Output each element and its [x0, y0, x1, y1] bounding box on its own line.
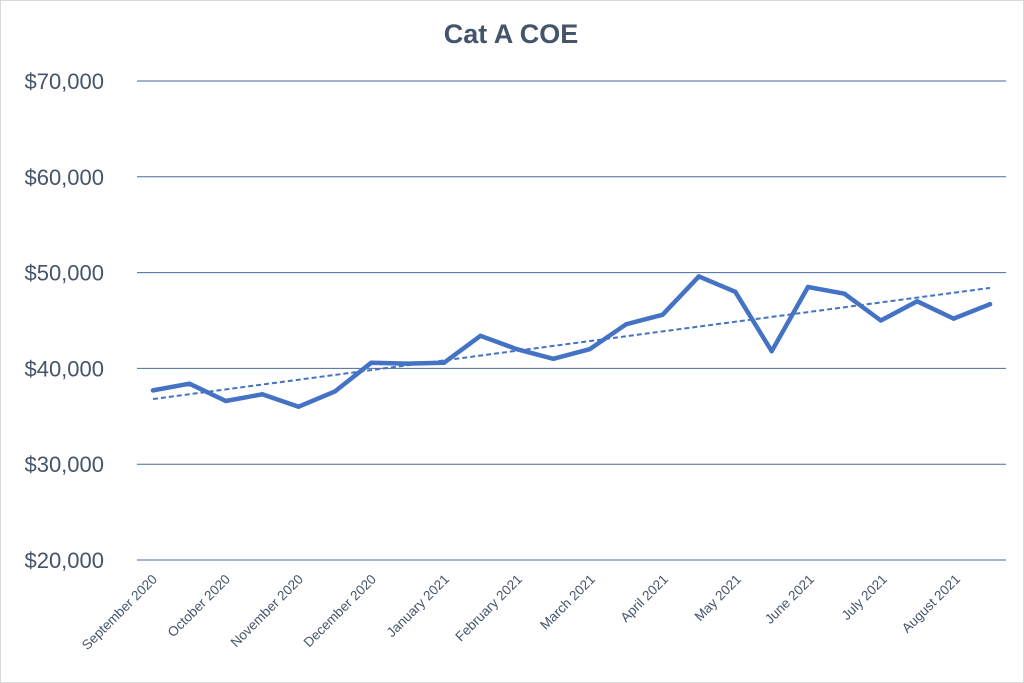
chart-title: Cat A COE	[444, 19, 579, 49]
gridlines	[137, 80, 1006, 561]
data-point	[296, 404, 301, 409]
y-tick-label: $20,000	[24, 548, 104, 573]
x-tick-label: July 2021	[839, 572, 890, 623]
y-tick-label: $40,000	[24, 356, 104, 381]
data-point	[441, 360, 447, 365]
x-tick-label: April 2021	[618, 572, 672, 626]
data-point	[805, 284, 811, 290]
data-point	[259, 392, 265, 397]
series-line	[150, 274, 993, 409]
data-point	[551, 356, 556, 362]
x-tick-label: September 2020	[79, 572, 160, 653]
data-point	[951, 316, 956, 321]
x-tick-label: August 2021	[899, 572, 963, 636]
y-tick-label: $70,000	[24, 69, 104, 94]
x-tick-label: March 2021	[537, 572, 598, 633]
data-point	[514, 347, 520, 352]
data-point	[405, 361, 410, 366]
data-point	[587, 347, 592, 352]
data-point	[878, 318, 884, 323]
data-point	[478, 333, 483, 339]
plot-area	[150, 274, 993, 409]
x-tick-label: October 2020	[165, 572, 233, 640]
data-point	[915, 299, 920, 304]
data-point	[332, 389, 338, 394]
data-point	[150, 388, 156, 393]
data-point	[223, 398, 228, 404]
data-point	[733, 289, 738, 294]
trendline	[152, 286, 991, 401]
data-point	[369, 360, 374, 365]
data-point	[623, 322, 629, 327]
data-point	[187, 381, 192, 386]
x-tick-label: November 2020	[228, 572, 307, 651]
y-tick-label: $50,000	[24, 261, 104, 286]
data-point	[987, 302, 993, 307]
x-tick-label: February 2021	[452, 572, 525, 645]
data-point	[769, 348, 774, 354]
y-tick-label: $60,000	[24, 165, 104, 190]
y-axis-tick-labels: $20,000 $30,000 $40,000 $50,000 $60,000 $70,0…	[24, 69, 104, 573]
x-tick-label: December 2020	[301, 572, 380, 651]
y-tick-label: $30,000	[24, 452, 104, 477]
data-point	[842, 291, 847, 296]
x-tick-label: January 2021	[384, 572, 452, 640]
data-point	[660, 312, 665, 317]
x-tick-label: May 2021	[692, 572, 745, 625]
x-tick-label: June 2021	[762, 572, 817, 627]
data-point	[696, 274, 702, 279]
